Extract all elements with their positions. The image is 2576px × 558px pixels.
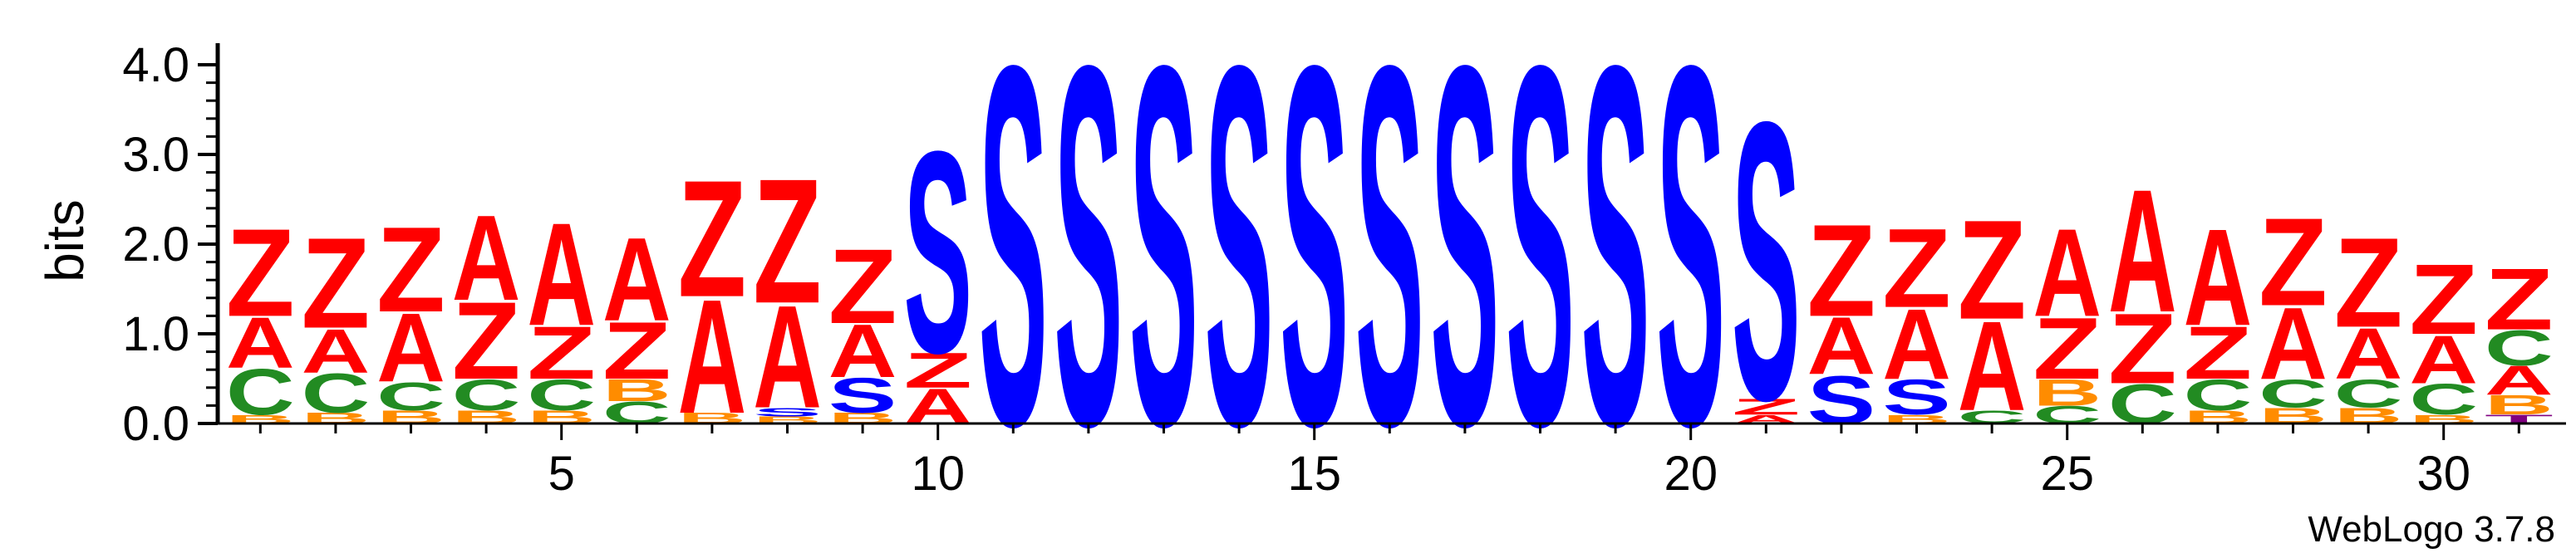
logo-glyph-a: A [2409, 321, 2478, 398]
logo-glyph-a: A [1958, 294, 2027, 438]
axis-layer: 0.0 1.0 2.0 3.0 4.0 5 10 15 20 25 30 bits WebLogo… [35, 38, 2566, 550]
logo-glyph-a: A [753, 274, 822, 438]
x-tick-label: 10 [911, 447, 965, 501]
logo-glyph-z: Z [602, 306, 671, 397]
logo-glyph-c: C [2184, 370, 2253, 419]
logo-glyph-s: S [1882, 370, 1951, 426]
logo-glyph-s: S [753, 405, 822, 419]
logo-glyph-z: Z [1882, 204, 1951, 330]
logo-glyph-a: A [452, 189, 521, 326]
logo-glyph-z: Z [828, 227, 897, 345]
logo-glyph-s: S [979, 0, 1048, 533]
logo-glyph-a: A [828, 309, 897, 393]
y-ticks: 0.0 1.0 2.0 3.0 4.0 [122, 38, 218, 451]
logo-glyph-z: Z [2108, 293, 2177, 405]
logo-glyph-z: Z [1807, 198, 1876, 344]
logo-glyph-s: S [1129, 0, 1198, 533]
y-tick-label: 0.0 [122, 397, 189, 451]
logo-glyph-z: Z [2334, 211, 2403, 354]
y-axis-label: bits [35, 199, 95, 282]
logo-glyph-c: C [527, 370, 596, 419]
logo-glyph-z: Z [226, 203, 295, 343]
logo-glyph-a: A [1882, 288, 1951, 399]
logo-glyph-z: Z [1732, 394, 1801, 419]
logo-glyph-c: C [2485, 321, 2554, 376]
logo-glyph-c: C [452, 370, 521, 419]
logo-glyph-s: S [1506, 0, 1575, 533]
y-tick-label: 1.0 [122, 307, 189, 361]
x-tick-label: 5 [548, 447, 575, 501]
logo-glyph-a: A [2485, 357, 2554, 404]
x-ticks: 5 10 15 20 25 30 [258, 423, 2520, 501]
logo-glyph-a: A [2033, 203, 2102, 343]
x-tick-label: 20 [1664, 447, 1718, 501]
y-tick-label: 4.0 [122, 38, 189, 92]
logo-glyph-z: Z [753, 141, 822, 340]
logo-glyph-s: S [1581, 0, 1650, 533]
y-tick-label: 3.0 [122, 128, 189, 182]
logo-glyph-s: S [1280, 0, 1349, 533]
y-tick-label: 2.0 [122, 218, 189, 272]
logo-glyph-b: B [602, 373, 671, 408]
x-tick-label: 30 [2416, 447, 2470, 501]
logo-glyph-b: B [2033, 372, 2102, 414]
logo-glyph-s: S [1656, 0, 1725, 533]
logo-glyph-z: Z [678, 146, 747, 332]
logo-glyph-s: S [1054, 0, 1123, 533]
logo-glyph-c: C [302, 362, 371, 425]
logo-glyph-z: Z [376, 201, 445, 337]
logo-glyph-a: A [527, 192, 596, 356]
logo-glyph-b: B [2485, 389, 2554, 420]
x-tick-label: 15 [1287, 447, 1341, 501]
logo-glyph-s: S [903, 92, 972, 414]
logo-glyph-s: S [1355, 0, 1424, 533]
logo-glyph-z: Z [2033, 299, 2102, 397]
logo-glyph-c: C [226, 355, 295, 428]
logo-glyph-a: A [602, 214, 671, 346]
logo-glyph-z: Z [2409, 244, 2478, 356]
logo-glyph-c: C [376, 374, 445, 418]
logo-glyph-a: A [2334, 313, 2403, 394]
logo-glyph-z: Z [2485, 250, 2554, 348]
logo-glyph-a: A [376, 293, 445, 403]
logo-glyph-a: A [1807, 301, 1876, 392]
logo-glyph-z: Z [302, 211, 371, 355]
logo-glyph-z: Z [527, 311, 596, 395]
logo-glyph-s: S [1205, 0, 1274, 533]
logo-glyph-z: Z [903, 343, 972, 399]
logo-glyph-a: A [226, 302, 295, 384]
logo-glyph-a: A [302, 316, 371, 386]
logo-glyph-z: Z [2184, 311, 2253, 395]
logo-glyph-c: C [2409, 374, 2478, 423]
weblogo-version-footer: WebLogo 3.7.8 [2308, 509, 2555, 550]
logo-glyph-s: S [828, 368, 897, 424]
logo-glyph-a: A [678, 267, 747, 448]
logo-glyph-a: A [2184, 201, 2253, 355]
logo-glyph-z: Z [2259, 193, 2328, 332]
logo-glyph-c: C [2334, 371, 2403, 416]
logo-glyph-c: C [2259, 371, 2328, 416]
logo-glyph-a: A [2259, 286, 2328, 401]
logo-glyph-s: S [1431, 0, 1500, 533]
logo-glyph-a: A [2108, 152, 2177, 348]
logo-glyph-z: Z [1958, 191, 2027, 350]
x-tick-label: 25 [2040, 447, 2094, 501]
logo-glyph-z: Z [452, 280, 521, 403]
logo-glyph-s: S [1732, 41, 1801, 484]
